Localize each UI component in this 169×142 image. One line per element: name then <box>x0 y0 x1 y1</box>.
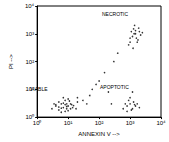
svg-text:10¹: 10¹ <box>64 120 73 126</box>
svg-text:10²: 10² <box>25 59 34 65</box>
svg-text:10⁴: 10⁴ <box>25 3 35 9</box>
svg-text:10¹: 10¹ <box>25 86 34 92</box>
svg-text:10³: 10³ <box>25 31 34 37</box>
svg-text:10⁴: 10⁴ <box>156 120 166 126</box>
svg-text:PI -->: PI --> <box>8 54 14 69</box>
svg-text:10⁰: 10⁰ <box>33 119 42 126</box>
svg-text:NECROTIC: NECROTIC <box>102 11 129 17</box>
svg-text:ANNEXIN V -->: ANNEXIN V --> <box>78 131 120 137</box>
svg-text:10²: 10² <box>95 120 104 126</box>
svg-text:APOPTOTIC: APOPTOTIC <box>100 84 129 90</box>
svg-text:10³: 10³ <box>126 120 135 126</box>
svg-text:VIABLE: VIABLE <box>30 85 48 92</box>
svg-text:10⁰: 10⁰ <box>25 113 34 120</box>
